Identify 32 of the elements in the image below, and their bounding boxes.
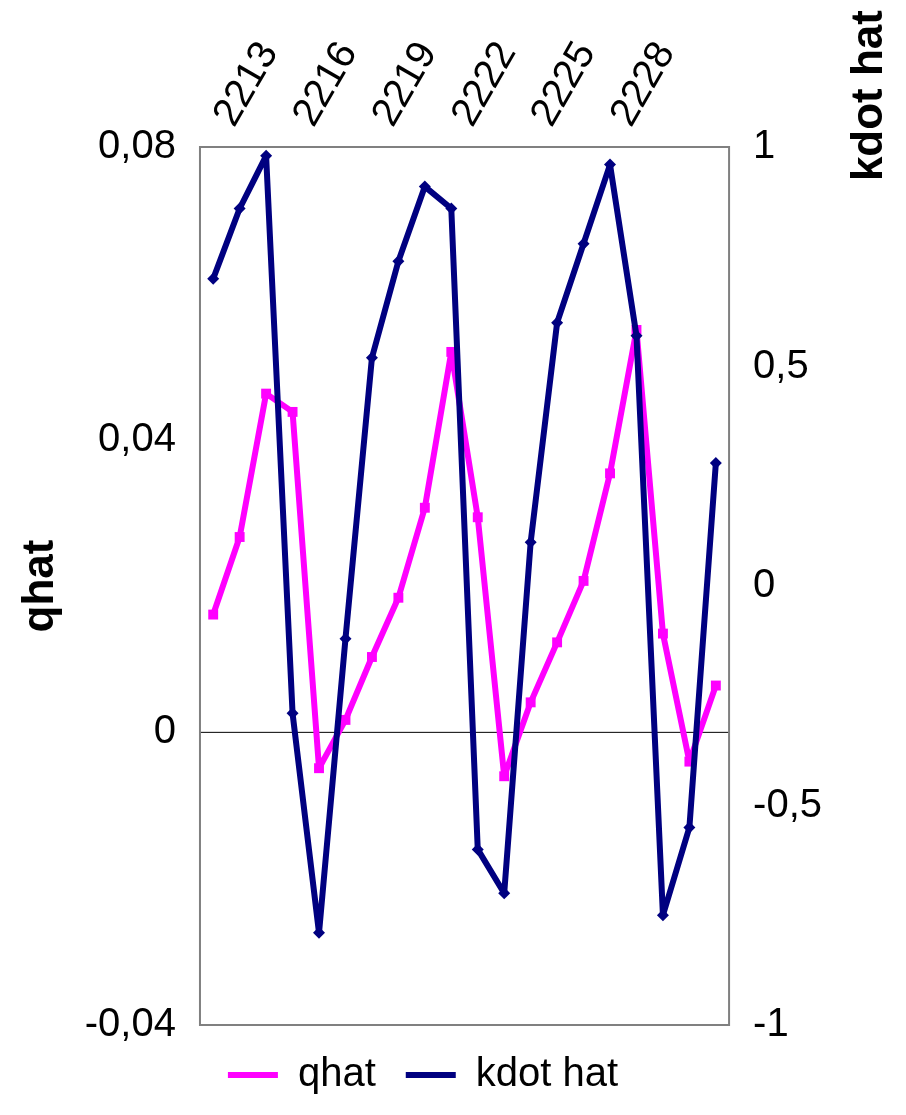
y2-tick-label: 0,5 xyxy=(753,341,809,386)
point xyxy=(261,388,272,399)
point xyxy=(366,652,377,662)
legend-label: kdot hat xyxy=(475,1050,619,1095)
y2-tick-label: 1 xyxy=(753,122,776,167)
y2-tick-label: -1 xyxy=(753,1000,789,1045)
point xyxy=(208,609,219,620)
y-tick-label: 0,08 xyxy=(98,122,176,167)
point xyxy=(605,468,615,479)
point xyxy=(657,628,668,639)
point xyxy=(710,680,721,691)
point xyxy=(234,532,245,542)
y-axis-title: qhat xyxy=(12,539,62,633)
point xyxy=(419,502,430,513)
point xyxy=(552,637,563,648)
point xyxy=(233,202,246,215)
point xyxy=(393,592,404,603)
legend-label: qhat xyxy=(297,1050,376,1095)
y2-tick-label: -0,5 xyxy=(753,780,823,825)
point xyxy=(340,714,351,725)
point xyxy=(499,771,510,782)
point xyxy=(577,237,590,250)
point xyxy=(525,697,536,708)
point xyxy=(578,575,589,586)
y2-tick-label: 0 xyxy=(753,561,776,606)
point xyxy=(314,763,324,774)
y2-axis-title: kdot hat xyxy=(842,9,892,182)
point xyxy=(472,512,483,523)
y-tick-label: 0,04 xyxy=(98,414,176,459)
point xyxy=(287,406,298,417)
y-tick-label: 0 xyxy=(153,707,176,752)
y-tick-label: -0,04 xyxy=(84,1000,176,1045)
